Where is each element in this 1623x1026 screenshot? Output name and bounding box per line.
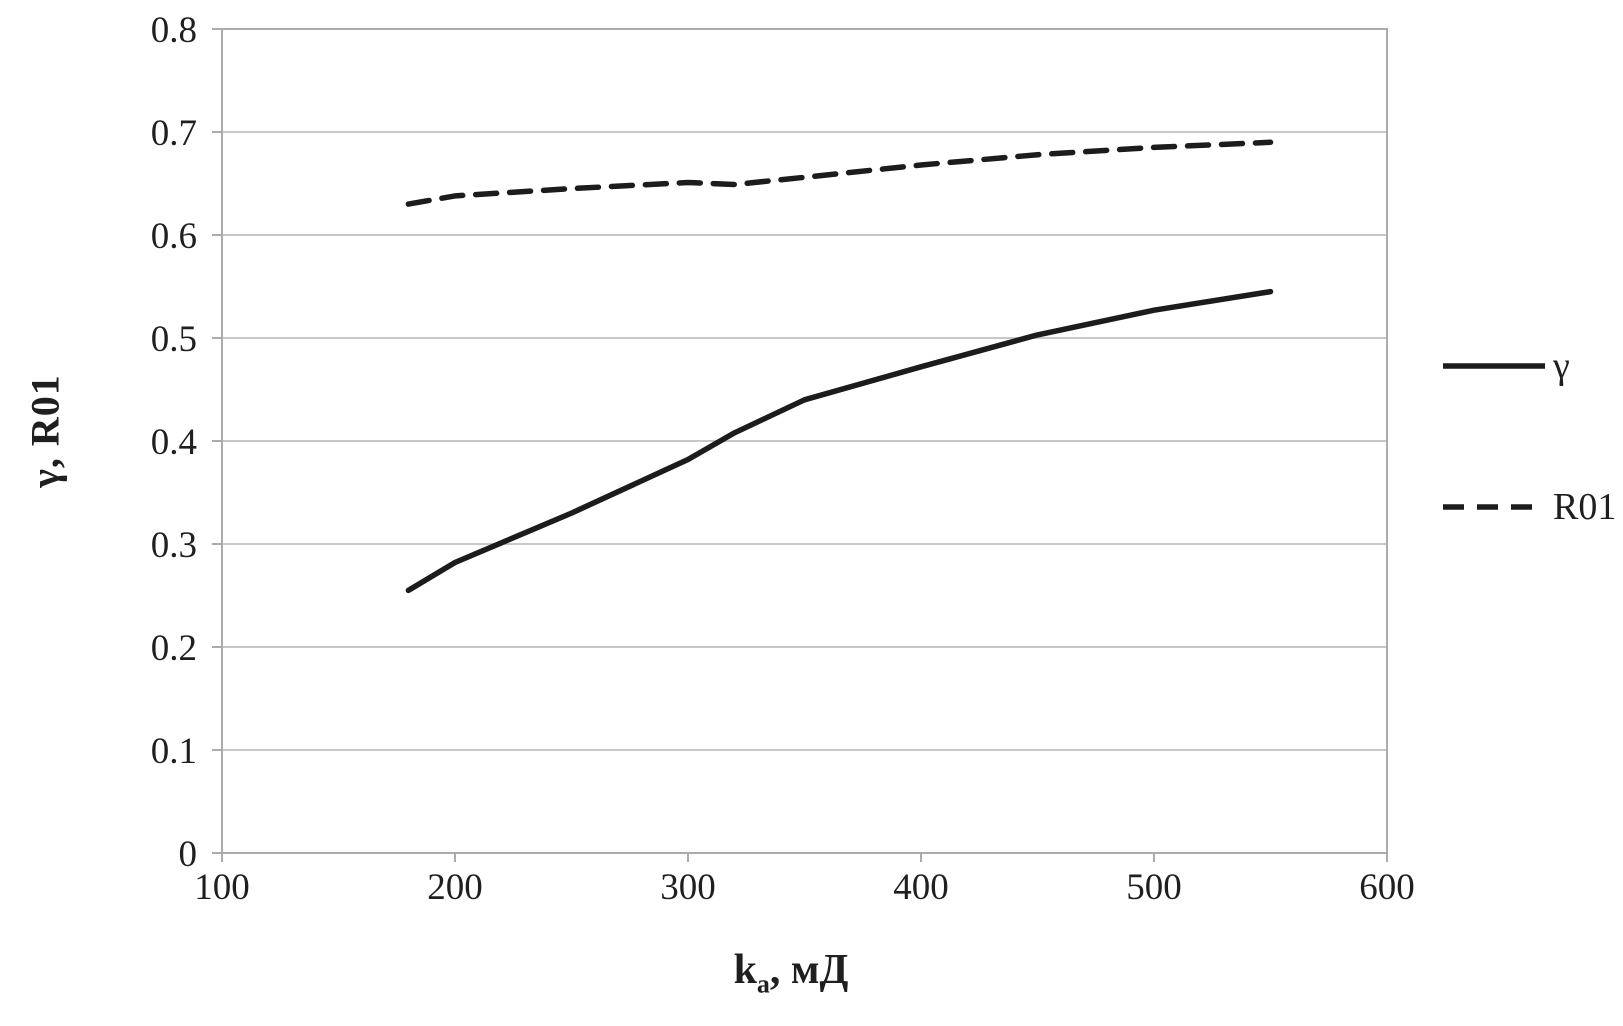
- series-line-gamma: [405, 288, 1274, 594]
- y-tick-label: 0.2: [151, 628, 197, 669]
- legend-item-gamma: γ: [1440, 344, 1570, 388]
- legend-item-r01: R01: [1440, 485, 1616, 529]
- legend-solid-line-sample: [1443, 363, 1545, 369]
- y-tick-label: 0.6: [151, 216, 197, 257]
- x-tick-label: 400: [893, 867, 949, 908]
- y-tick-label: 0.3: [151, 525, 197, 566]
- series-line-r01: [405, 139, 1274, 207]
- x-axis-title-base: k: [733, 947, 757, 993]
- plot-border: [221, 28, 1388, 854]
- y-tick-label: 0.5: [151, 319, 197, 360]
- y-tick-label: 0.7: [151, 113, 197, 154]
- x-tick-label: 500: [1126, 867, 1182, 908]
- legend-label-gamma: γ: [1553, 345, 1570, 387]
- y-tick-label: 0.4: [151, 422, 197, 463]
- y-tick-label: 0: [179, 834, 198, 875]
- x-axis-title-rest: , мД: [769, 947, 849, 993]
- x-axis-title: ka, мД: [733, 946, 849, 997]
- x-axis-title-sub: a: [756, 969, 770, 999]
- legend-label-r01: R01: [1553, 486, 1617, 528]
- y-axis-title: γ, R01: [22, 374, 68, 488]
- x-tick-label: 200: [427, 867, 483, 908]
- legend-dashed-line-sample: [1443, 504, 1545, 510]
- y-tick-label: 0.1: [151, 731, 197, 772]
- x-tick-label: 600: [1359, 867, 1415, 908]
- x-tick-label: 100: [194, 867, 250, 908]
- x-tick-label: 300: [660, 867, 716, 908]
- y-tick-label: 0.8: [151, 10, 197, 51]
